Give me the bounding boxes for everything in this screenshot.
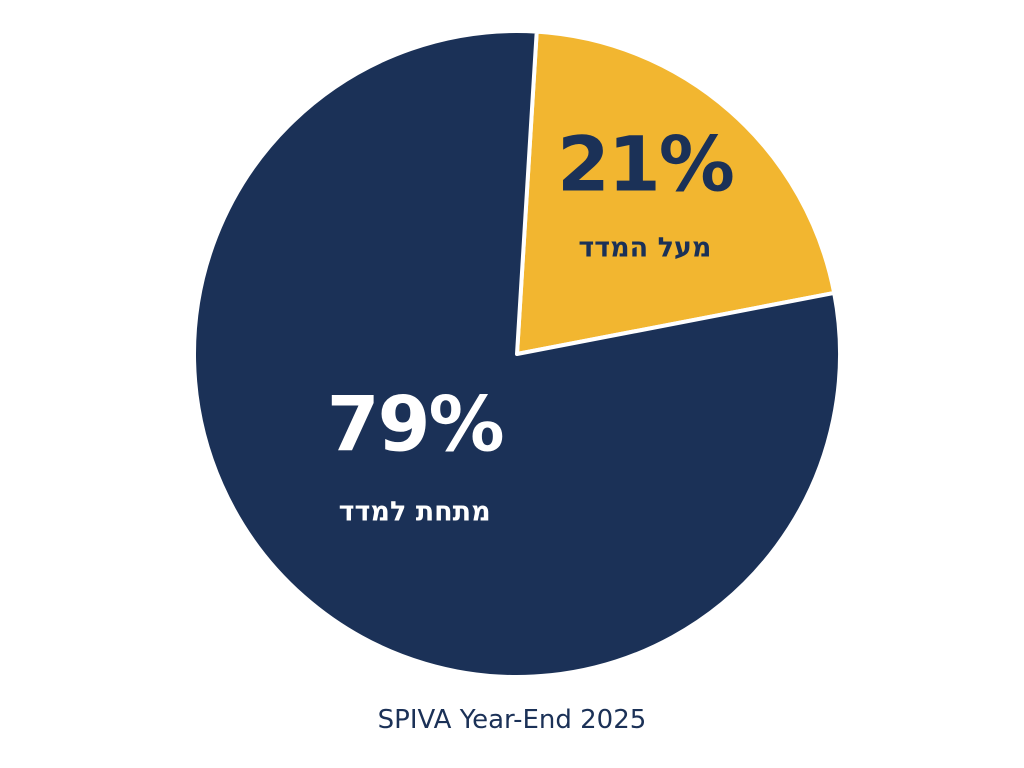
slice-category-label: מעל המדד [578, 232, 711, 263]
slice-category-label: מתחת למדד [339, 496, 491, 527]
pie-slices [192, 29, 842, 679]
slice-value-label: 21% [557, 119, 733, 208]
slice-labels: 21% מעל המדד 79% מתחת למדד [327, 119, 735, 527]
slice-value-label: 79% [327, 379, 503, 468]
chart-caption: SPIVA Year-End 2025 [378, 705, 647, 735]
pie-slice-1 [515, 29, 837, 356]
pie-slice-2 [192, 29, 842, 679]
